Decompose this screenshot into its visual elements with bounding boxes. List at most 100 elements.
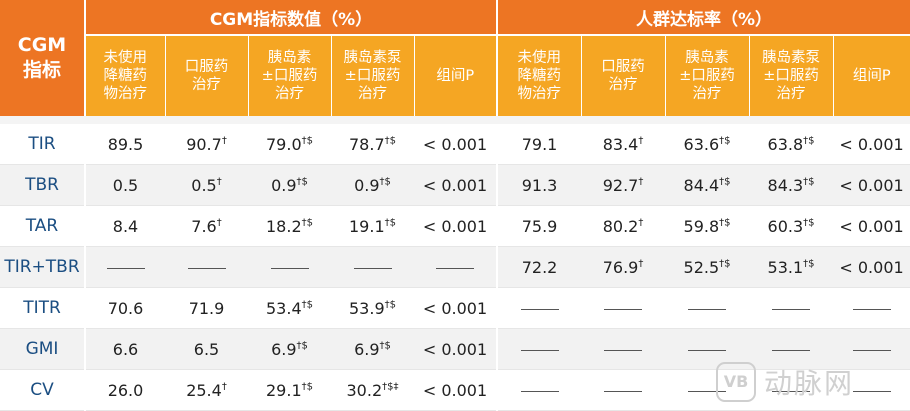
column-header-line: 治疗: [192, 77, 221, 93]
table-cell: [581, 287, 666, 329]
table-cell: [414, 246, 499, 288]
table-cell: 63.8†$: [749, 124, 834, 165]
table-cell: 0.9†$: [248, 164, 331, 206]
table-cell: 19.1†$: [331, 205, 414, 247]
cell-value: 30.2: [346, 380, 383, 400]
column-header-line: 物治疗: [103, 86, 148, 102]
cell-superscript: †$: [803, 176, 815, 188]
column-header-line: 治疗: [275, 86, 304, 102]
cell-superscript: †$: [384, 135, 396, 147]
cell-superscript: †$: [384, 217, 396, 229]
table-cell: < 0.001: [833, 124, 910, 165]
table-cell: 30.2†$‡: [331, 369, 414, 411]
cell-value: 53.9: [349, 298, 385, 318]
cell-value: 92.7: [602, 175, 639, 195]
watermark-text: 动脉网: [764, 367, 855, 400]
cell-superscript: †: [638, 217, 644, 229]
table-cell: 26.0: [85, 369, 165, 411]
cell-value: 6.5: [193, 339, 220, 359]
cell-value: 18.2: [266, 216, 302, 236]
table-row: TIR+TBR 72.2 76.9† 52.5†$ 53.1†$ < 0.001: [0, 246, 910, 288]
cell-value: < 0.001: [422, 134, 488, 154]
group-header-population: 人群达标率（%）: [497, 0, 910, 36]
cell-value: 0.9: [354, 175, 380, 195]
table-cell: 53.4†$: [248, 287, 331, 329]
table-cell: 91.3: [497, 164, 582, 206]
table-cell: 0.5†: [165, 164, 248, 206]
table-cell: 89.5: [85, 124, 165, 165]
table-cell: 29.1†$: [248, 369, 331, 411]
cell-superscript: †$: [384, 299, 396, 311]
cell-value: 72.2: [521, 257, 558, 277]
cell-superscript: †$: [301, 135, 313, 147]
table-cell: 6.6: [85, 328, 165, 370]
column-header-line: 降糖药: [103, 68, 148, 84]
cell-value: 0.5: [112, 175, 139, 195]
table-cell: 6.9†$: [331, 328, 414, 370]
sub-header-row: 未使用 降糖药 物治疗 口服药 治疗 胰岛素 ±口服药 治疗 胰岛素泵 ±口服药 治疗 组间P 未使用降…: [0, 35, 910, 116]
table-cell: [581, 369, 666, 411]
watermark: VB 动脉网: [716, 360, 906, 402]
cell-superscript: †$: [803, 135, 815, 147]
row-label: TITR: [0, 287, 86, 329]
cell-value: 79.0: [266, 134, 302, 154]
column-header-line: 胰岛素: [267, 50, 312, 66]
column-header: 未使用 降糖药 物治疗: [85, 35, 166, 116]
table-cell: [85, 246, 165, 288]
column-header: 口服药 治疗: [165, 35, 249, 116]
cell-value: 70.6: [107, 298, 144, 318]
cell-superscript: †: [221, 381, 227, 393]
dash-mark: [520, 349, 559, 351]
dash-mark: [688, 308, 727, 310]
table-cell: 71.9: [165, 287, 248, 329]
table-cell: 75.9: [497, 205, 582, 247]
cell-value: 84.3: [767, 175, 804, 195]
table-cell: 92.7†: [581, 164, 666, 206]
column-header-line: ±口服药: [679, 68, 735, 84]
cell-superscript: †$: [379, 340, 391, 352]
cell-value: 83.4: [602, 134, 639, 154]
cell-value: 19.1: [349, 216, 385, 236]
table-cell: 6.5: [165, 328, 248, 370]
column-header-line: 未使用: [103, 50, 148, 66]
table-cell: 70.6: [85, 287, 165, 329]
cell-value: < 0.001: [422, 339, 488, 359]
table-cell: [331, 246, 414, 288]
column-header-line: 组间P: [852, 68, 891, 84]
table-cell: 78.7†$: [331, 124, 414, 165]
cell-superscript: †$: [719, 176, 731, 188]
row-label: TIR+TBR: [0, 246, 86, 288]
column-header-line: ±口服药: [763, 68, 819, 84]
column-header-line: 口服药: [184, 59, 229, 75]
cell-superscript: †: [221, 135, 227, 147]
cell-value: 7.6: [191, 216, 217, 236]
column-header-line: 胰岛素: [685, 50, 729, 66]
corner-line-1: CGM: [17, 34, 67, 56]
cell-superscript: †$: [296, 340, 308, 352]
column-header-line: 未使用: [517, 50, 562, 66]
cell-superscript: †$: [719, 258, 731, 270]
table-cell: 8.4: [85, 205, 165, 247]
table-row: TBR 0.5 0.5† 0.9†$ 0.9†$ < 0.001 91.3 92.7† 84.4…: [0, 164, 910, 206]
cell-value: 80.2: [602, 216, 639, 236]
table-cell: [165, 246, 248, 288]
cell-value: 75.9: [521, 216, 558, 236]
column-header: 组间P: [414, 35, 499, 116]
cell-superscript: †$: [719, 217, 731, 229]
column-header: 胰岛素 ±口服药 治疗: [248, 35, 332, 116]
table-cell: < 0.001: [414, 164, 499, 206]
cell-superscript: †$: [301, 217, 313, 229]
cell-superscript: †: [216, 176, 222, 188]
cell-value: < 0.001: [422, 216, 488, 236]
table-cell: 0.5: [85, 164, 165, 206]
table-cell: [833, 328, 910, 370]
cell-value: < 0.001: [422, 175, 488, 195]
column-header-line: 治疗: [776, 86, 806, 102]
cell-value: 63.6: [683, 134, 720, 154]
table-cell: < 0.001: [414, 328, 499, 370]
cell-superscript: †$: [296, 176, 308, 188]
column-header: 胰岛素 ±口服药 治疗: [665, 35, 750, 116]
table-cell: < 0.001: [414, 287, 499, 329]
cell-value: 26.0: [107, 380, 144, 400]
